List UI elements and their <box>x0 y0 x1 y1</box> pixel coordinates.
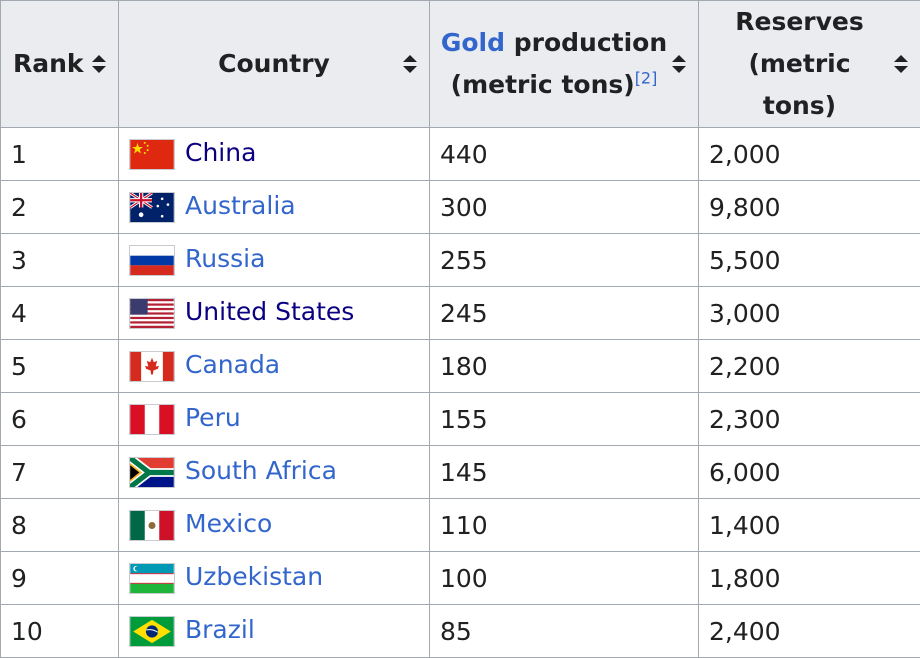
table-row: 3 Russia 255 5,500 <box>1 234 920 287</box>
australia-flag-icon <box>129 192 175 223</box>
reserves-cell: 5,500 <box>699 234 920 287</box>
country-cell: China <box>119 128 430 181</box>
rank-header-label: Rank <box>13 49 84 78</box>
peru-flag-icon <box>129 404 175 435</box>
table-row: 5 Canada 180 2,200 <box>1 340 920 393</box>
sort-icon[interactable] <box>894 55 908 73</box>
south-africa-flag-icon <box>129 457 175 488</box>
reference-link[interactable]: [2] <box>635 69 658 88</box>
country-header[interactable]: Country <box>119 1 430 128</box>
production-unit-label: (metric tons) <box>451 70 635 99</box>
reserves-cell: 9,800 <box>699 181 920 234</box>
country-link[interactable]: Mexico <box>185 509 272 538</box>
country-header-label: Country <box>218 49 330 78</box>
production-cell: 255 <box>430 234 699 287</box>
production-cell: 180 <box>430 340 699 393</box>
rank-cell: 7 <box>1 446 119 499</box>
rank-cell: 3 <box>1 234 119 287</box>
production-cell: 100 <box>430 552 699 605</box>
russia-flag-icon <box>129 245 175 276</box>
country-cell: South Africa <box>119 446 430 499</box>
mexico-flag-icon <box>129 510 175 541</box>
gold-link[interactable]: Gold <box>441 28 505 57</box>
country-cell: Australia <box>119 181 430 234</box>
sort-icon[interactable] <box>403 55 417 73</box>
country-cell: Peru <box>119 393 430 446</box>
reserves-cell: 2,300 <box>699 393 920 446</box>
country-link[interactable]: Australia <box>185 191 296 220</box>
reserves-cell: 3,000 <box>699 287 920 340</box>
united-states-flag-icon <box>129 298 175 329</box>
production-cell: 155 <box>430 393 699 446</box>
rank-cell: 1 <box>1 128 119 181</box>
production-cell: 300 <box>430 181 699 234</box>
reserves-header[interactable]: Reserves (metric tons) <box>699 1 920 128</box>
reserves-cell: 1,400 <box>699 499 920 552</box>
country-link[interactable]: Peru <box>185 403 241 432</box>
country-cell: Mexico <box>119 499 430 552</box>
table-row: 8 Mexico 110 1,400 <box>1 499 920 552</box>
table-row: 2 Australia 300 9,800 <box>1 181 920 234</box>
country-cell: United States <box>119 287 430 340</box>
country-link[interactable]: Russia <box>185 244 265 273</box>
country-link[interactable]: Uzbekistan <box>185 562 323 591</box>
rank-header[interactable]: Rank <box>1 1 119 128</box>
china-flag-icon <box>129 139 175 170</box>
country-link[interactable]: China <box>185 138 256 167</box>
country-cell: Russia <box>119 234 430 287</box>
country-link[interactable]: United States <box>185 297 354 326</box>
sort-icon[interactable] <box>92 55 106 73</box>
reserves-cell: 1,800 <box>699 552 920 605</box>
table-row: 7 South Africa 145 6,000 <box>1 446 920 499</box>
canada-flag-icon <box>129 351 175 382</box>
rank-cell: 5 <box>1 340 119 393</box>
production-cell: 85 <box>430 605 699 658</box>
production-cell: 145 <box>430 446 699 499</box>
table-row: 9 Uzbekistan 100 1,800 <box>1 552 920 605</box>
production-cell: 440 <box>430 128 699 181</box>
uzbekistan-flag-icon <box>129 563 175 594</box>
table-row: 10 Brazil 85 2,400 <box>1 605 920 658</box>
production-cell: 110 <box>430 499 699 552</box>
country-cell: Brazil <box>119 605 430 658</box>
brazil-flag-icon <box>129 616 175 647</box>
country-cell: Canada <box>119 340 430 393</box>
header-row: Rank Country Gold production (metric ton… <box>1 1 920 128</box>
table-row: 6 Peru 155 2,300 <box>1 393 920 446</box>
reserves-cell: 6,000 <box>699 446 920 499</box>
country-link[interactable]: South Africa <box>185 456 337 485</box>
rank-cell: 4 <box>1 287 119 340</box>
table-row: 4 United States 245 3,000 <box>1 287 920 340</box>
country-link[interactable]: Canada <box>185 350 280 379</box>
table-row: 1 China 440 2,000 <box>1 128 920 181</box>
reserves-cell: 2,200 <box>699 340 920 393</box>
rank-cell: 8 <box>1 499 119 552</box>
sort-icon[interactable] <box>672 55 686 73</box>
reserves-cell: 2,400 <box>699 605 920 658</box>
reserves-cell: 2,000 <box>699 128 920 181</box>
rank-cell: 6 <box>1 393 119 446</box>
country-link[interactable]: Brazil <box>185 615 255 644</box>
rank-cell: 10 <box>1 605 119 658</box>
country-cell: Uzbekistan <box>119 552 430 605</box>
rank-cell: 9 <box>1 552 119 605</box>
reserves-header-label: Reserves <box>735 7 864 36</box>
production-cell: 245 <box>430 287 699 340</box>
reserves-unit-label: (metric tons) <box>748 49 850 120</box>
production-header[interactable]: Gold production (metric tons)[2] <box>430 1 699 128</box>
production-header-label: production <box>505 28 667 57</box>
rank-cell: 2 <box>1 181 119 234</box>
